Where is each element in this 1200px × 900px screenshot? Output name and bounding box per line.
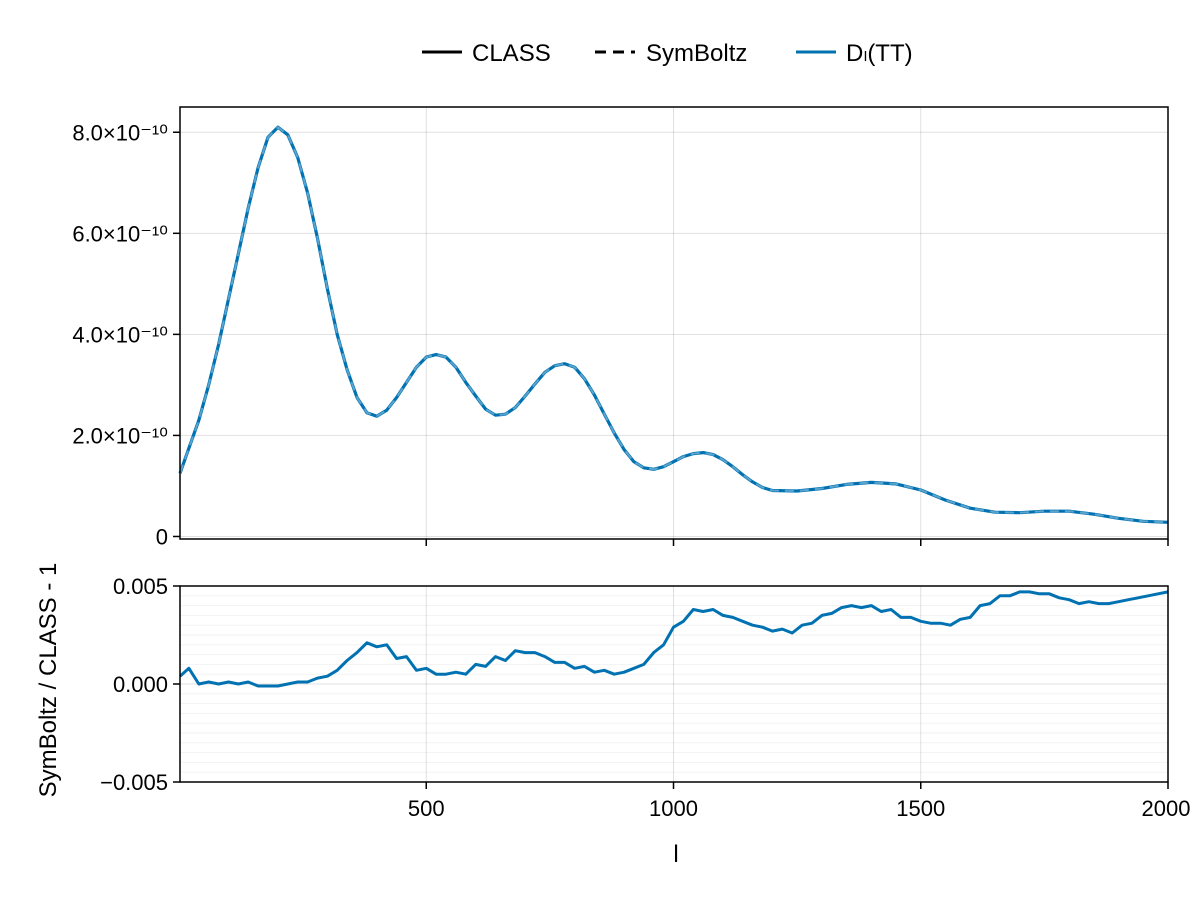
- x-axis-label: l: [673, 841, 678, 868]
- series-symboltz-line: [179, 126, 1169, 524]
- legend-label-class: CLASS: [472, 40, 551, 67]
- top-y-tick-label-3: 6.0×10⁻¹⁰: [72, 221, 168, 246]
- series-ratio-line: [179, 590, 1169, 688]
- legend-entry-dl-tt: Dₗ(TT): [796, 40, 913, 67]
- top-y-tick-label-0: 0: [156, 524, 168, 549]
- legend-entry-class: CLASS: [422, 40, 551, 67]
- legend: CLASS SymBoltz Dₗ(TT): [422, 40, 913, 67]
- bottom-y-tick-label-2: 0.005: [113, 574, 168, 599]
- bottom-y-tick-label-1: 0.000: [113, 672, 168, 697]
- top-y-ticks: 0 2.0×10⁻¹⁰ 4.0×10⁻¹⁰ 6.0×10⁻¹⁰ 8.0×10⁻¹⁰: [72, 120, 180, 549]
- legend-entry-symboltz: SymBoltz: [595, 40, 747, 67]
- bottom-y-ticks: −0.005 0.000 0.005: [100, 574, 180, 795]
- bottom-x-tick-label-1000: 1000: [649, 796, 698, 821]
- y-axis-label: SymBoltz / CLASS - 1: [35, 563, 62, 798]
- bottom-series: [179, 590, 1169, 688]
- top-panel: 0 2.0×10⁻¹⁰ 4.0×10⁻¹⁰ 6.0×10⁻¹⁰ 8.0×10⁻¹⁰: [72, 106, 1169, 549]
- legend-label-symboltz: SymBoltz: [646, 40, 747, 67]
- legend-label-dl-tt: Dₗ(TT): [846, 40, 913, 67]
- bottom-y-tick-label-0: −0.005: [100, 770, 168, 795]
- bottom-panel: 500 1000 1500 2000 −0.005 0.000 0.005: [100, 574, 1190, 821]
- bottom-x-tick-label-1500: 1500: [896, 796, 945, 821]
- series-class-line: [178, 125, 1169, 524]
- top-x-ticks: [425, 539, 1169, 546]
- bottom-grid: [180, 585, 1169, 783]
- top-y-tick-label-2: 4.0×10⁻¹⁰: [72, 322, 168, 347]
- bottom-x-ticks: 500 1000 1500 2000: [408, 782, 1191, 821]
- bottom-x-tick-label-500: 500: [408, 796, 445, 821]
- top-y-tick-label-4: 8.0×10⁻¹⁰: [72, 120, 168, 145]
- top-grid: [180, 107, 1169, 539]
- top-series: [178, 125, 1169, 524]
- top-y-tick-label-1: 2.0×10⁻¹⁰: [72, 423, 168, 448]
- bottom-x-tick-label-2000: 2000: [1142, 796, 1191, 821]
